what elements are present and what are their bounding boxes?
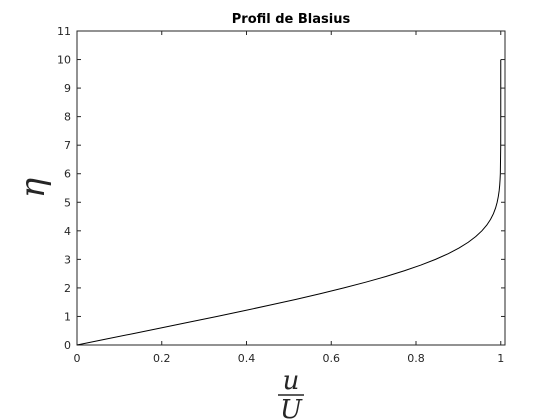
x-label-denominator: U (280, 395, 303, 420)
chart-title: Profil de Blasius (232, 12, 351, 27)
y-tick-label: 4 (64, 225, 71, 238)
y-tick-label: 7 (64, 139, 71, 152)
series-layer (76, 59, 502, 346)
y-tick-label: 0 (64, 339, 71, 352)
x-tick-label: 0.8 (407, 352, 425, 365)
y-tick-label: 8 (64, 111, 71, 124)
x-axis-ticks: 0 0.2 0.4 0.6 0.8 1 (74, 31, 504, 365)
blasius-profile-line (76, 59, 502, 346)
x-tick-label: 0.4 (238, 352, 256, 365)
y-axis-ticks: 0 1 2 3 4 5 6 7 8 9 10 11 (57, 25, 505, 352)
y-tick-label: 11 (57, 25, 71, 38)
x-tick-label: 0 (74, 352, 81, 365)
x-axis-label: u U (278, 366, 304, 420)
plot-frame (76, 30, 506, 346)
y-tick-label: 6 (64, 168, 71, 181)
y-axis-label: η (13, 177, 53, 198)
y-tick-label: 2 (64, 282, 71, 295)
x-tick-label: 1 (497, 352, 504, 365)
y-tick-label: 9 (64, 82, 71, 95)
y-tick-label: 1 (64, 310, 71, 323)
x-label-numerator: u (283, 366, 300, 396)
y-tick-label: 10 (57, 54, 71, 67)
x-tick-label: 0.2 (153, 352, 171, 365)
y-tick-label: 5 (64, 196, 71, 209)
y-tick-label: 3 (64, 253, 71, 266)
x-tick-label: 0.6 (323, 352, 341, 365)
